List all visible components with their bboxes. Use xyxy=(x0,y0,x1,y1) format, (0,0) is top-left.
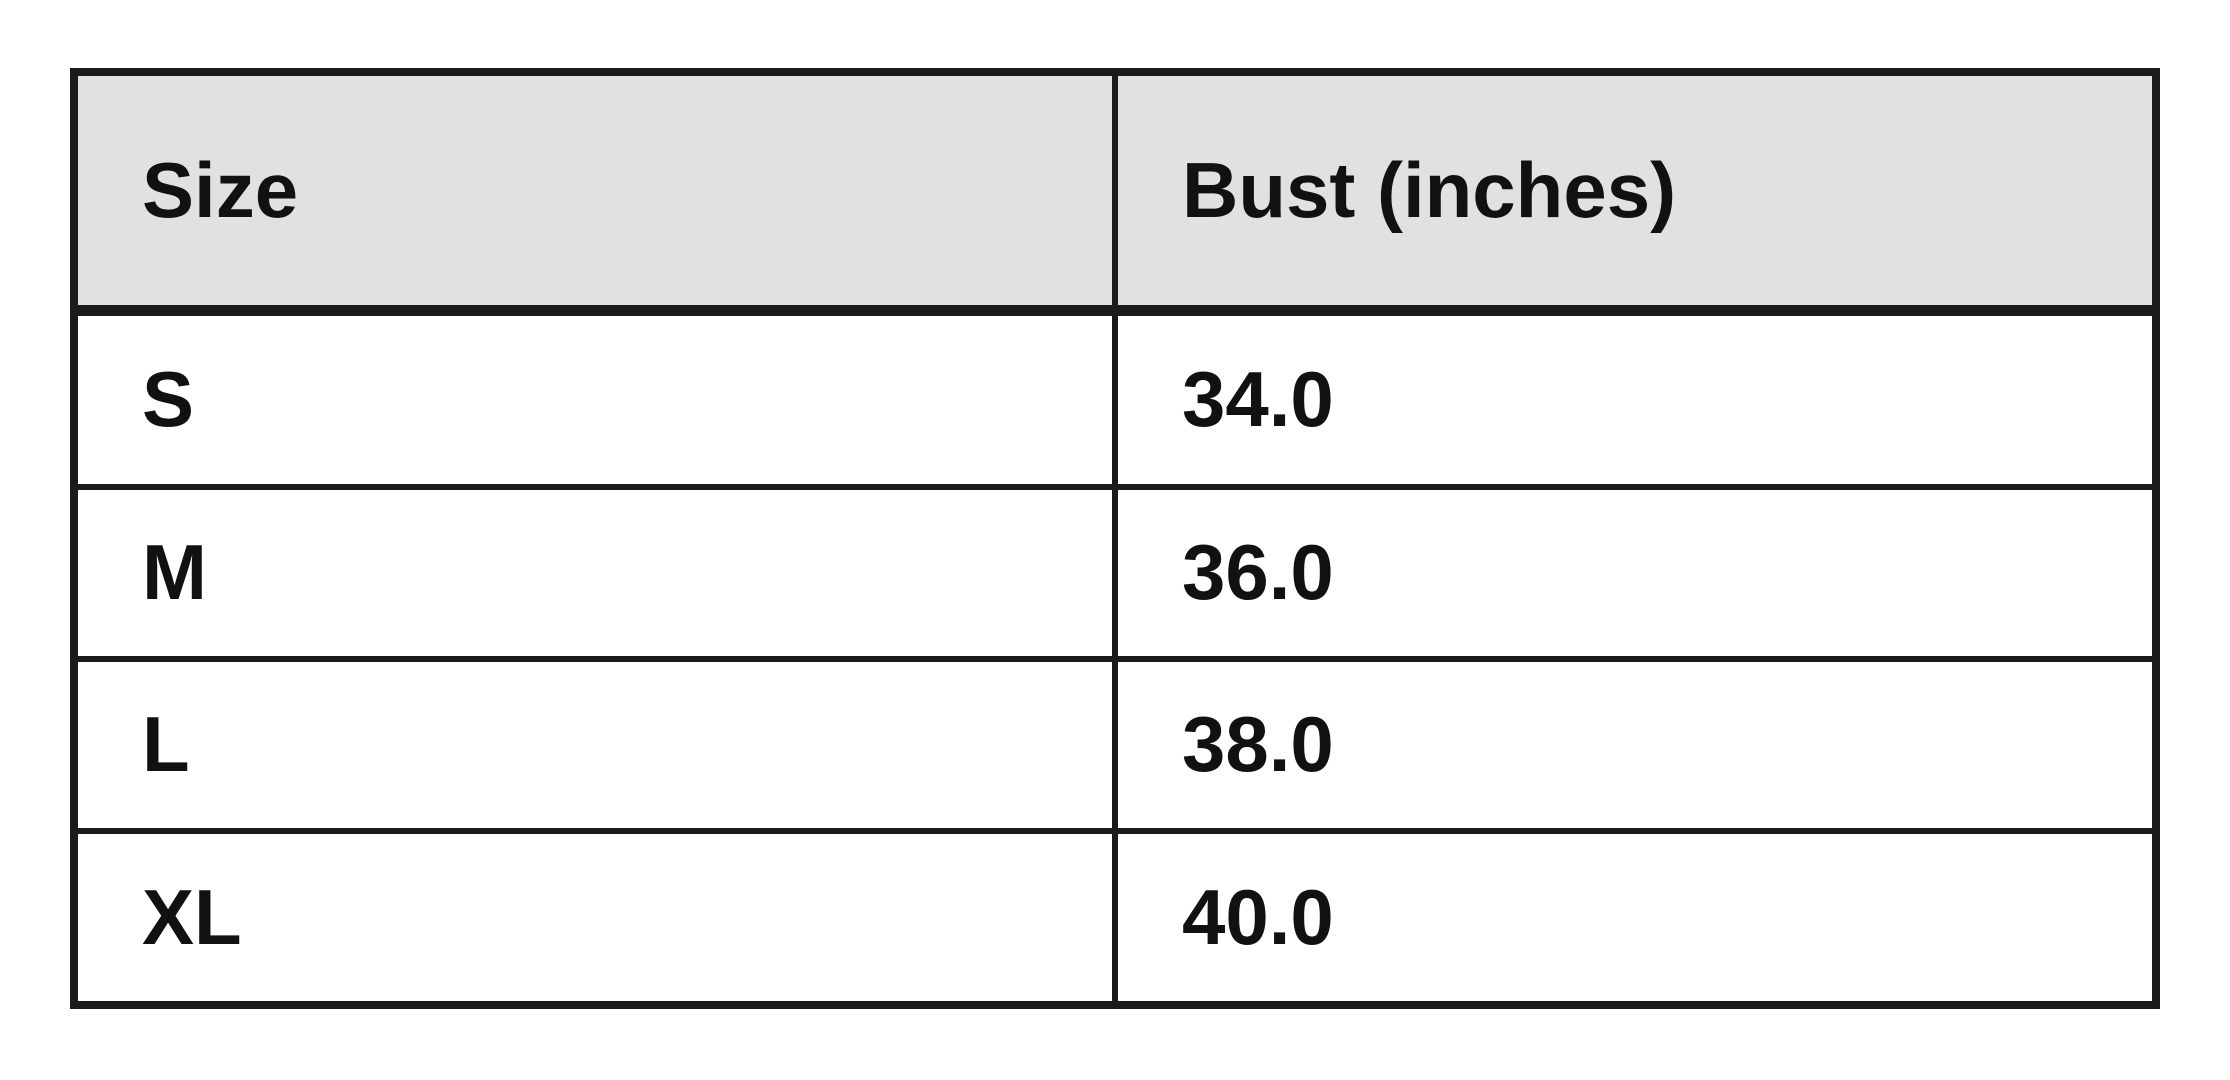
header-row: Size Bust (inches) xyxy=(71,69,2159,316)
table-row: M 36.0 xyxy=(71,483,2159,662)
size-cell: M xyxy=(71,483,1118,662)
table-row: XL 40.0 xyxy=(71,828,2159,1008)
size-chart-table: Size Bust (inches) S 34.0 M 36.0 L 38.0 … xyxy=(70,68,2160,1009)
bust-cell: 34.0 xyxy=(1112,307,2159,490)
table-row: L 38.0 xyxy=(71,655,2159,835)
size-cell: XL xyxy=(71,828,1118,1008)
bust-cell: 40.0 xyxy=(1112,828,2159,1008)
size-cell: L xyxy=(71,655,1118,835)
size-chart-body: S 34.0 M 36.0 L 38.0 XL 40.0 xyxy=(71,307,2159,1008)
table-row: S 34.0 xyxy=(71,307,2159,490)
size-chart-header: Size Bust (inches) xyxy=(71,69,2159,316)
size-cell: S xyxy=(71,307,1118,490)
column-header-size: Size xyxy=(71,69,1118,316)
bust-cell: 38.0 xyxy=(1112,655,2159,835)
bust-cell: 36.0 xyxy=(1112,483,2159,662)
column-header-bust: Bust (inches) xyxy=(1112,69,2159,316)
